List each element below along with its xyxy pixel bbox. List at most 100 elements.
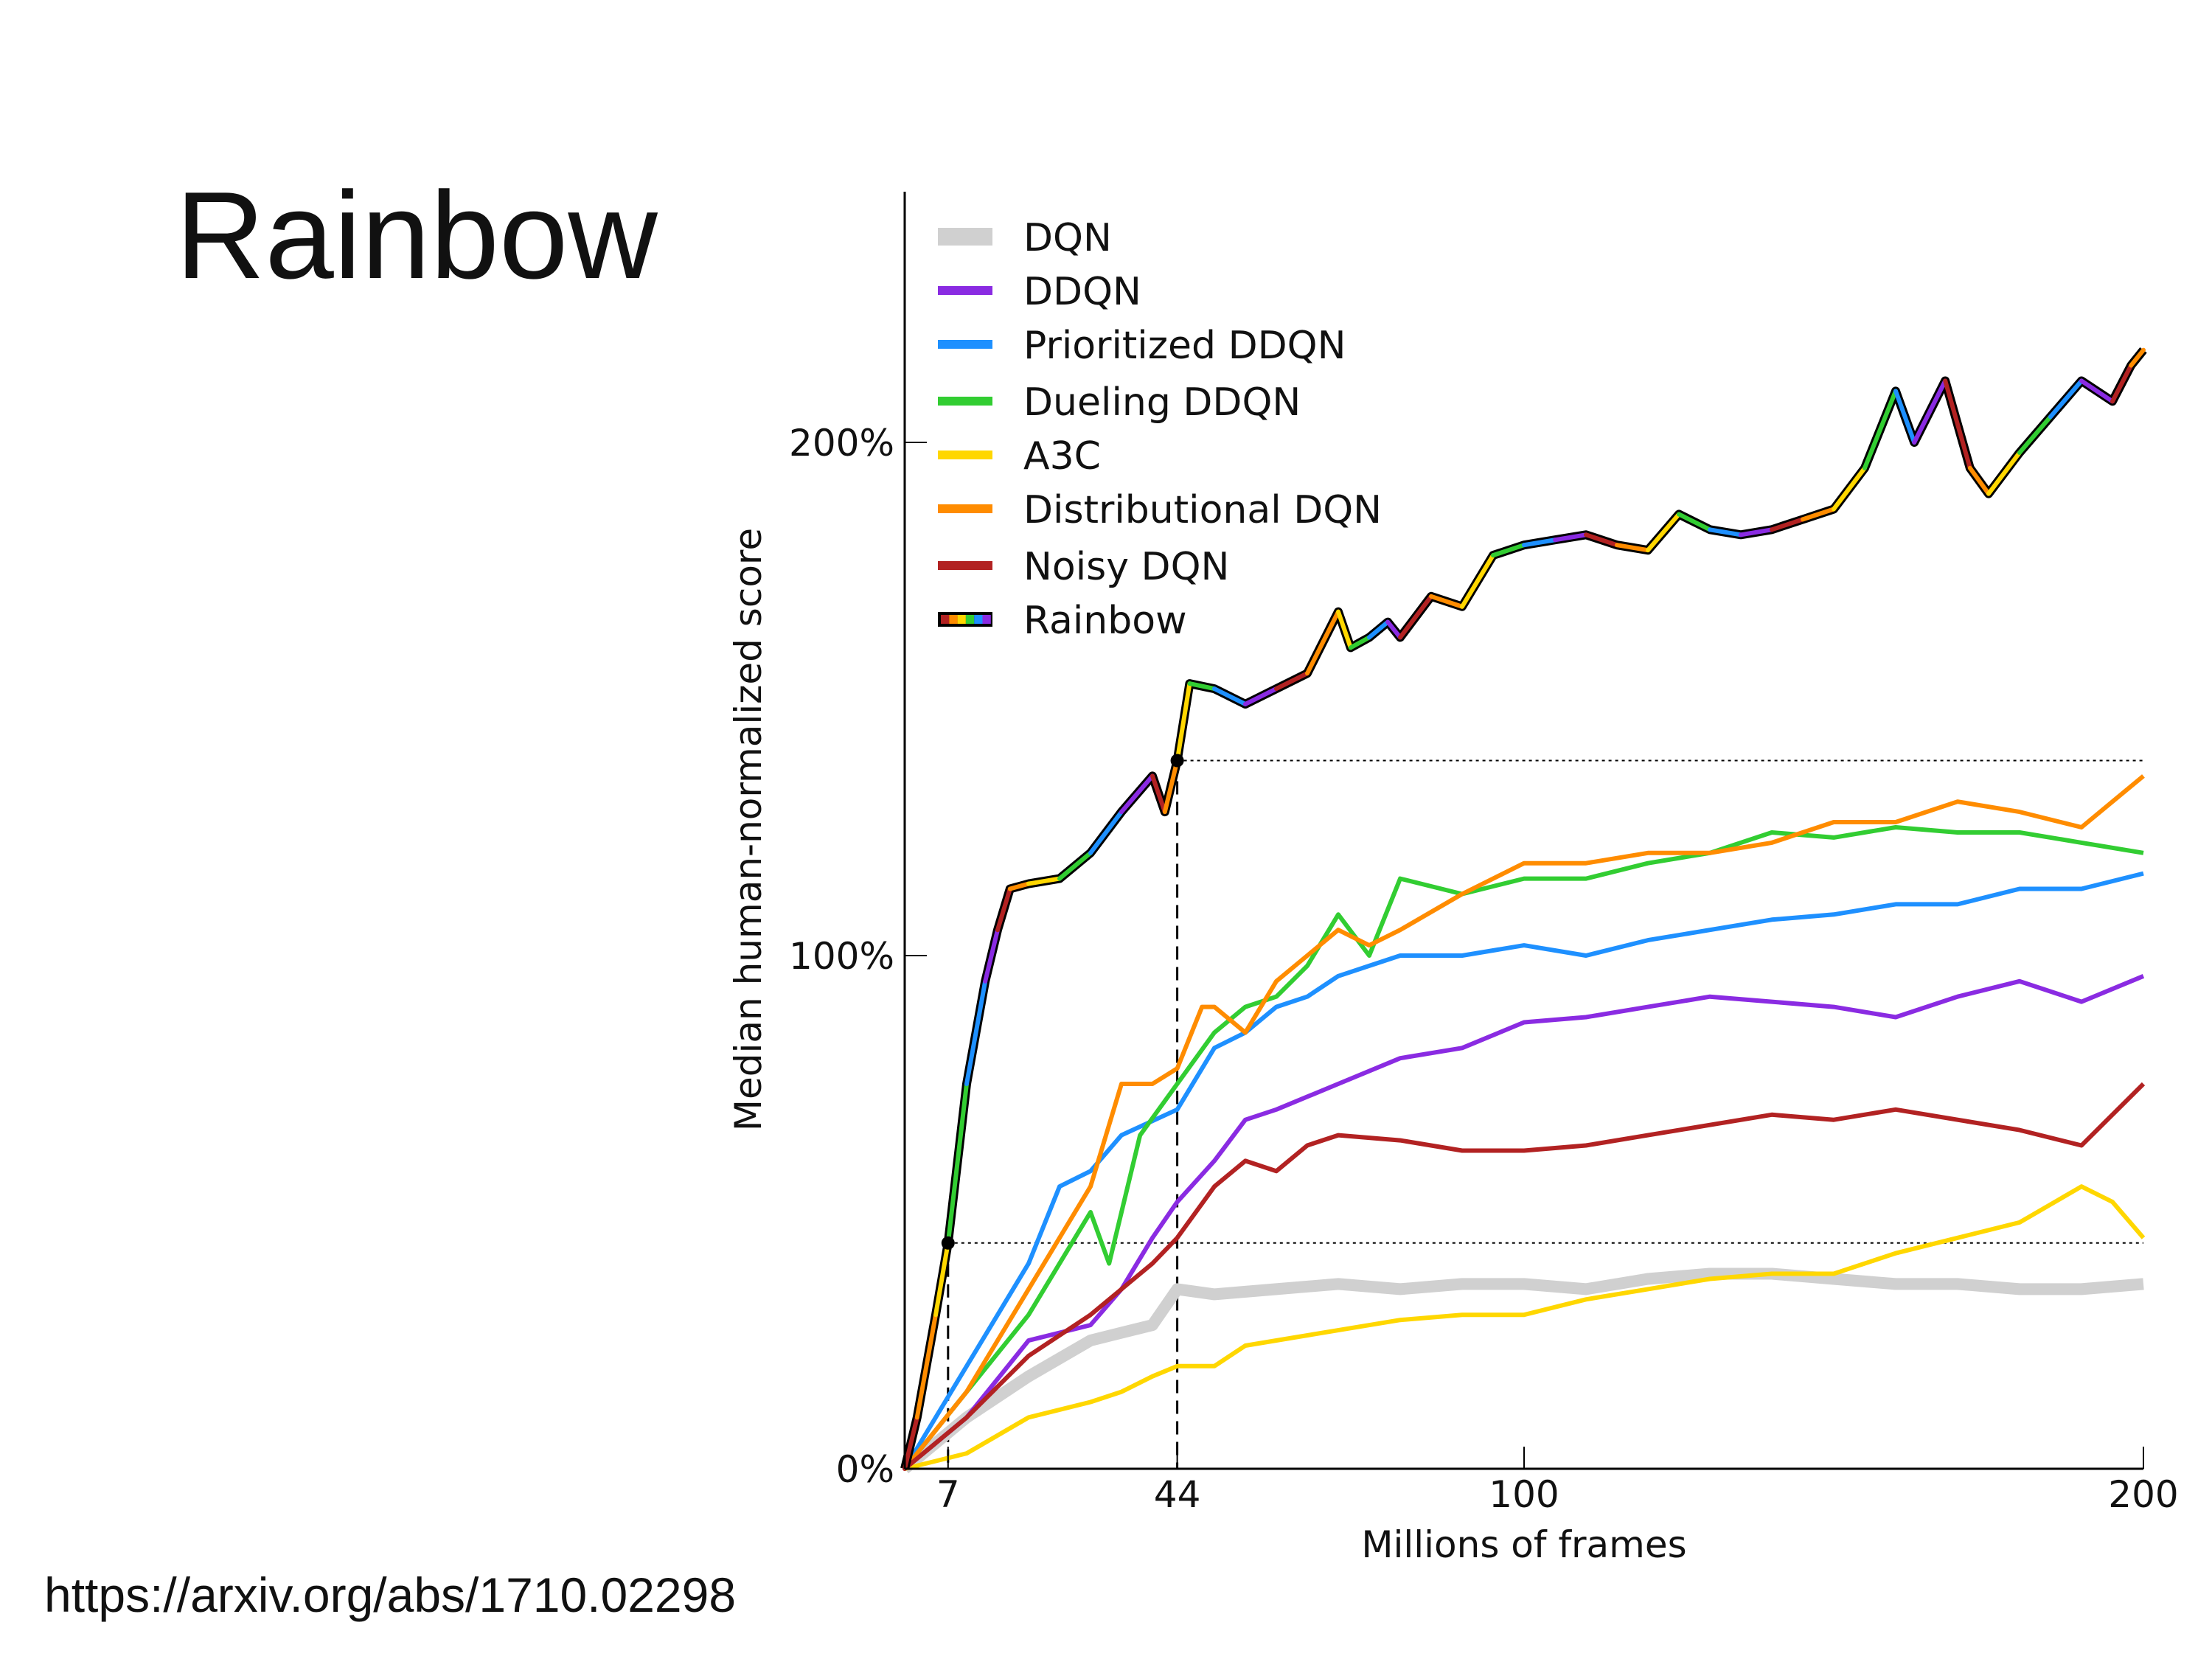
source-url[interactable]: https://arxiv.org/abs/1710.02298 [44,1568,737,1622]
legend-label: Dueling DDQN [1023,380,1301,425]
y-axis-label: Median human-normalized score [727,528,770,1131]
series-rainbow-segment [1491,543,1526,558]
series-rainbow-segment [1367,619,1391,640]
series-noisy-dqn-line [903,1082,2146,1471]
series-dueling-ddqn-line [902,825,2144,1470]
series-dqn-line [900,1267,2144,1474]
x-tick-label: 200 [2108,1473,2178,1516]
series-distributional-dqn-line [902,774,2145,1470]
series-rainbow-segment [1522,538,1557,548]
legend-swatch [938,451,992,459]
series-rainbow-segment [1150,773,1167,815]
legend-label: A3C [1023,434,1101,479]
legend-swatch [938,397,992,406]
series-rainbow-segment [1336,609,1353,650]
series-ddqn-line [903,974,2145,1471]
legend-label: Prioritized DDQN [1023,324,1346,368]
x-tick-label: 100 [1489,1473,1559,1516]
legend-label: Distributional DQN [1023,488,1382,532]
series-rainbow-segment [1385,619,1402,640]
series-rainbow-segment [1893,389,1917,445]
x-axis-label: Millions of frames [1361,1523,1686,1566]
x-tick-label: 44 [1154,1473,1201,1516]
legend-swatch [938,286,992,295]
series-rainbow-segment [1943,378,1972,470]
legend-label: Noisy DQN [1023,545,1229,589]
series-rainbow-segment [945,1082,969,1245]
legend-item: Noisy DQN [938,545,1229,589]
series-rainbow-segment [1801,507,1836,522]
legend-label: Rainbow [1023,599,1187,643]
series-a3c-line [904,1184,2146,1471]
series-rainbow-segment [1553,532,1588,543]
series-rainbow-segment [1187,681,1217,692]
legend-swatch [938,504,992,513]
legend-label: DDQN [1023,270,1141,314]
y-tick-label: 0% [836,1448,894,1491]
series-rainbow-segment [2129,347,2146,368]
series-rainbow-segment [1832,465,1867,512]
series-rainbow-segment [2079,378,2115,404]
legend-item: Prioritized DDQN [938,324,1346,368]
legend-swatch-segment [982,615,991,624]
series-rainbow-segment [1912,378,1948,445]
series-prioritized-ddqn-line [902,871,2144,1470]
series-rainbow-segment [1348,635,1371,650]
series-rainbow-segment [1274,671,1310,692]
legend-item: Rainbow [938,599,1187,643]
series-rainbow-segment [1739,527,1774,538]
series-rainbow-segment [1007,881,1031,891]
series-rainbow-segment [914,1312,938,1420]
series-rainbow-segment [1708,527,1743,538]
series-rainbow-segment [1460,553,1495,609]
series-rainbow-segment [995,886,1012,933]
series-rainbow-segment [1863,389,1898,470]
series-rainbow-segment [902,1415,919,1471]
legend-swatch-segment [974,615,983,624]
series-rainbow-segment [2110,363,2134,404]
series-lines [900,347,2147,1474]
series-rainbow-segment [1162,758,1180,815]
series-rainbow-segment [1770,517,1805,532]
series-rainbow-segment [2017,414,2053,455]
legend-item: DDQN [938,270,1141,314]
legend-swatch-segment [949,615,958,624]
reference-marker [941,1236,955,1250]
legend-label: DQN [1023,216,1112,260]
legend-swatch [938,561,992,570]
legend-item: DQN [938,216,1112,260]
series-rainbow-segment [1615,543,1650,553]
series-rainbow-segment [1429,594,1464,609]
y-tick-label: 100% [789,935,894,978]
series-rainbow-segment [964,978,988,1086]
series-rainbow-segment [1986,450,2022,496]
series-rainbow-segment [1243,686,1279,706]
series-rainbow-segment [2048,378,2084,420]
ticks: 7 44 100 200 0% 100% 200% [789,422,2179,1516]
series-rainbow-segment [1088,810,1124,855]
series-rainbow-segment [983,928,1000,984]
series-rainbow-segment [1677,512,1712,532]
x-tick-label: 7 [936,1473,960,1516]
reference-marker [1170,754,1184,768]
series-rainbow-segment [1212,686,1248,706]
series-rainbow-segment [1646,512,1681,553]
series-rainbow-segment [1057,850,1093,881]
series-rainbow-segment [933,1240,950,1318]
legend-item: Dueling DDQN [938,380,1301,425]
series-rainbow-segment [1967,465,1991,496]
slide-title: Rainbow [175,166,658,305]
series-rainbow-segment [1119,773,1155,815]
legend-swatch [938,228,992,246]
legend-swatch [938,340,992,349]
series-rainbow-segment [1175,681,1192,763]
legend-swatch-segment [957,615,966,624]
series-rainbow-segment [1026,876,1062,886]
series-rainbow-segment [1584,532,1619,548]
y-tick-label: 200% [789,422,894,465]
series-rainbow-segment [1305,609,1340,676]
legend-swatch-segment [965,615,975,624]
legend-item: Distributional DQN [938,488,1382,532]
legend-item: A3C [938,434,1101,479]
